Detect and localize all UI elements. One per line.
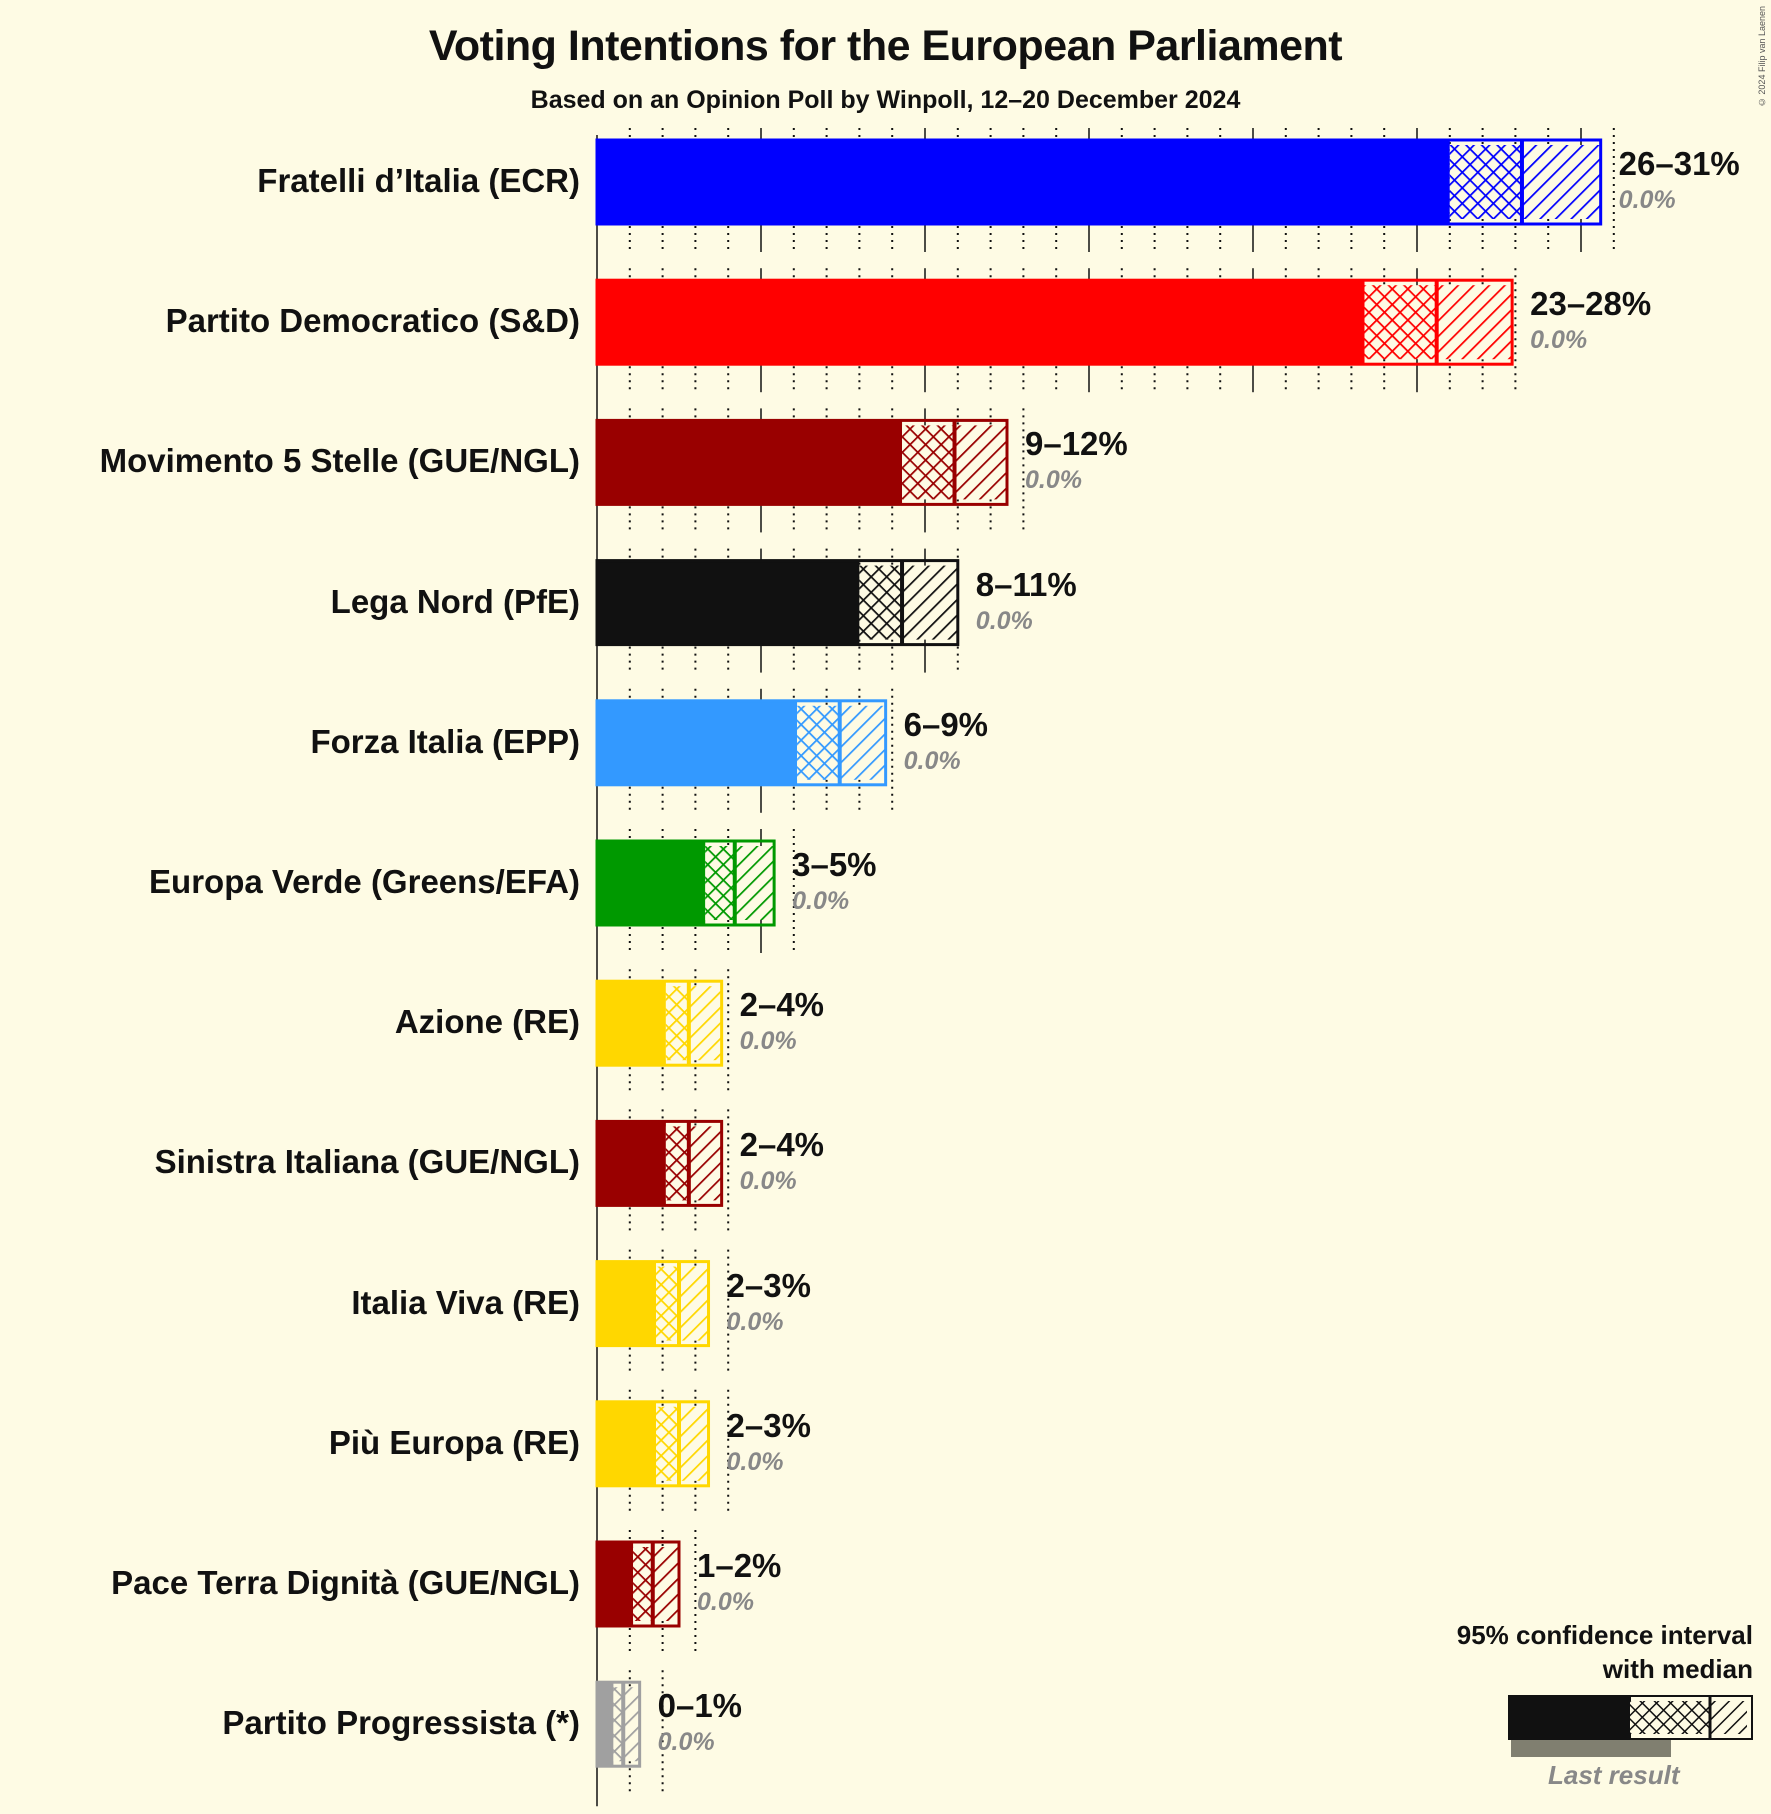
last-result-label: 0.0% <box>975 606 1033 635</box>
party-label: Più Europa (RE) <box>328 1423 580 1461</box>
bar-solid <box>597 560 860 645</box>
bar-ci-median-upper <box>623 1687 640 1762</box>
last-result-label: 0.0% <box>739 1027 797 1056</box>
bar-group <box>595 278 1514 366</box>
bar-ci-lower-median <box>1449 145 1522 219</box>
bar-solid <box>597 1261 657 1346</box>
bar-ci-median-upper <box>839 705 886 780</box>
bar-group <box>595 559 960 647</box>
bar-solid <box>597 1682 614 1767</box>
bar-group <box>595 839 776 927</box>
last-result-label: 0.0% <box>1025 466 1082 495</box>
bar-ci-lower-median <box>656 1266 679 1341</box>
range-label: 3–5% <box>792 846 877 883</box>
last-result-label: 0.0% <box>1530 326 1588 355</box>
legend-swatch <box>1508 1695 1753 1757</box>
range-label: 8–11% <box>975 565 1077 603</box>
bar-solid <box>597 1542 634 1626</box>
party-label: Sinistra Italiana (GUE/NGL) <box>154 1143 580 1181</box>
bar-solid <box>597 1401 657 1486</box>
last-result-label: 0.0% <box>697 1588 754 1616</box>
party-label: Fratelli d’Italia (ECR) <box>257 162 580 199</box>
legend-ci-upper <box>1711 1701 1747 1734</box>
last-result-label: 0.0% <box>792 887 850 915</box>
range-label: 23–28% <box>1530 285 1652 323</box>
party-label: Europa Verde (Greens/EFA) <box>149 863 580 900</box>
bar-ci-median-upper <box>902 565 958 640</box>
bar-ci-lower-median <box>859 565 903 640</box>
party-label: Partito Democratico (S&D) <box>165 302 580 340</box>
bar-ci-median-upper <box>1436 285 1513 360</box>
range-label: 2–4% <box>739 1126 825 1164</box>
bar-group <box>595 1260 711 1348</box>
bar-ci-median-upper <box>688 1126 722 1201</box>
party-label: Azione (RE) <box>394 1003 580 1041</box>
legend-ci-median <box>1630 1701 1710 1734</box>
bar-group <box>595 138 1603 226</box>
party-label: Movimento 5 Stelle (GUE/NGL) <box>99 442 580 480</box>
bar-solid <box>597 700 798 785</box>
bar-ci-lower-median <box>705 846 735 920</box>
bar-ci-lower-median <box>633 1547 653 1621</box>
party-label: Italia Viva (RE) <box>351 1283 580 1321</box>
bar-ci-lower-median <box>613 1687 624 1762</box>
legend-ci-solid <box>1509 1696 1631 1739</box>
bar-ci-lower-median <box>665 1126 689 1201</box>
bar-ci-lower-median <box>902 425 955 500</box>
legend-last-result-label: Last result <box>1548 1760 1680 1790</box>
party-label: Partito Progressista (*) <box>222 1704 580 1742</box>
range-label: 26–31% <box>1618 145 1740 182</box>
bar-group <box>595 699 888 787</box>
legend-last-result-bar <box>1511 1739 1671 1757</box>
bar-ci-median-upper <box>954 425 1007 500</box>
bar-ci-median-upper <box>1521 145 1601 219</box>
party-label: Forza Italia (EPP) <box>310 722 580 760</box>
bar-solid <box>597 1121 666 1206</box>
bar-solid <box>597 841 706 925</box>
last-result-label: 0.0% <box>903 746 961 775</box>
range-label: 2–3% <box>726 1406 811 1444</box>
range-label: 2–3% <box>726 1266 811 1304</box>
bar-ci-lower-median <box>665 986 689 1061</box>
bar-group <box>595 979 724 1067</box>
range-label: 9–12% <box>1025 425 1128 463</box>
bar-ci-median-upper <box>652 1547 679 1621</box>
bar-ci-median-upper <box>688 986 722 1061</box>
bar-solid <box>597 140 1450 224</box>
bar-ci-lower-median <box>1364 285 1437 360</box>
legend-title: 95% confidence interval with median <box>1457 1618 1753 1686</box>
party-label: Lega Nord (PfE) <box>330 582 580 620</box>
legend-line-1: 95% confidence interval <box>1456 1620 1753 1650</box>
bar-group <box>595 418 1009 506</box>
last-result-label: 0.0% <box>726 1307 784 1336</box>
bar-ci-median-upper <box>679 1266 709 1341</box>
bar-group <box>595 1680 642 1768</box>
bar-solid <box>597 420 903 505</box>
bar-group <box>595 1540 681 1628</box>
range-label: 6–9% <box>903 705 989 743</box>
last-result-label: 0.0% <box>1618 186 1676 214</box>
legend-line-2: with median <box>1602 1654 1753 1684</box>
last-result-label: 0.0% <box>739 1167 797 1196</box>
range-label: 2–4% <box>739 986 825 1024</box>
bar-ci-median-upper <box>679 1406 709 1481</box>
bar-solid <box>597 280 1365 365</box>
bar-solid <box>597 981 666 1066</box>
party-label: Pace Terra Dignità (GUE/NGL) <box>111 1564 580 1601</box>
last-result-label: 0.0% <box>657 1728 715 1757</box>
last-result-label: 0.0% <box>726 1447 784 1476</box>
bar-group <box>595 1119 724 1207</box>
bar-group <box>595 1400 711 1488</box>
chart-title: Voting Intentions for the European Parli… <box>428 22 1343 70</box>
bar-ci-lower-median <box>656 1406 679 1481</box>
chart-subtitle: Based on an Opinion Poll by Winpoll, 12–… <box>530 86 1241 114</box>
bar-ci-median-upper <box>734 846 775 920</box>
bar-ci-lower-median <box>797 705 840 780</box>
range-label: 1–2% <box>697 1547 782 1584</box>
range-label: 0–1% <box>657 1687 743 1725</box>
